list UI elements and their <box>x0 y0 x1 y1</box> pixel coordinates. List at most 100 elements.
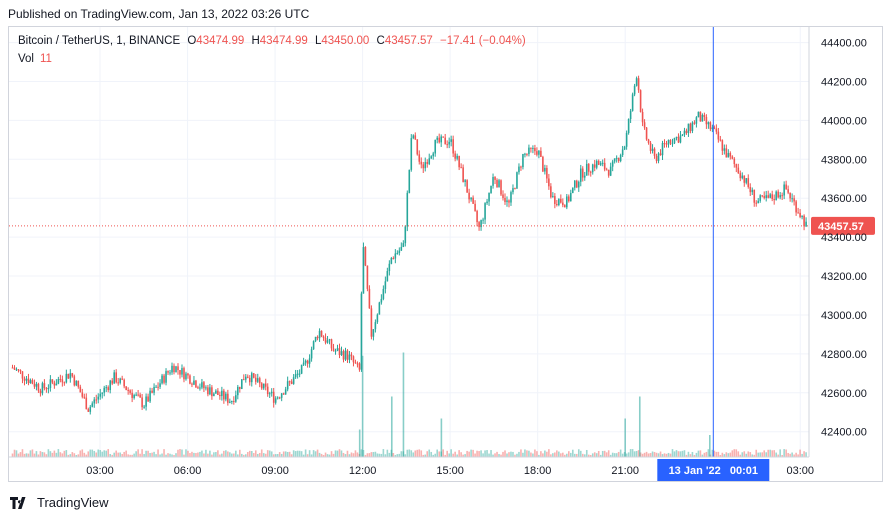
volume-bar <box>701 454 704 457</box>
volume-bar <box>280 453 283 457</box>
volume-bar <box>651 451 654 457</box>
volume-bar <box>607 450 610 457</box>
volume-bar <box>346 450 349 457</box>
candle-body <box>470 197 472 200</box>
footer-brand[interactable]: TradingView <box>10 495 109 510</box>
volume-bar <box>418 449 421 457</box>
candle-body <box>735 164 738 168</box>
candle-body <box>231 401 233 403</box>
volume-bar <box>171 454 173 457</box>
candle-body <box>330 339 333 349</box>
y-tick-label: 43200.00 <box>821 271 867 283</box>
candle-body <box>440 136 442 143</box>
volume-bar <box>350 452 353 457</box>
candle-body <box>37 383 40 391</box>
volume-bar <box>528 450 530 457</box>
volume-bar <box>354 450 357 457</box>
crosshair-date-tag <box>657 459 770 481</box>
volume-bar <box>135 451 137 457</box>
candle-body <box>107 387 110 391</box>
volume-bar <box>71 452 74 457</box>
candle-body <box>266 386 269 395</box>
volume-bar <box>629 449 632 457</box>
candle-body <box>250 373 253 383</box>
candle-body <box>639 90 642 112</box>
volume-bar <box>538 454 540 457</box>
candle-body <box>396 252 399 254</box>
volume-bar <box>498 454 500 457</box>
candle-body <box>532 147 534 149</box>
volume-bar <box>352 453 355 457</box>
volume-bar <box>175 453 177 457</box>
volume-bar <box>504 450 506 457</box>
volume-bar <box>466 450 468 457</box>
volume-bar <box>615 453 618 457</box>
candle-body <box>432 153 435 157</box>
volume-bar <box>328 454 331 457</box>
volume-bar <box>717 451 720 457</box>
price-chart[interactable]: 43457.57 13 Jan '22 00:01 42400.00 42600.0… <box>9 27 882 481</box>
candle-body <box>522 153 524 168</box>
volume-bar <box>63 450 66 457</box>
volume-bar <box>195 453 197 457</box>
candle-body <box>121 378 123 380</box>
volume-bar <box>304 449 307 457</box>
volume-bar <box>685 454 688 457</box>
candle-body <box>390 258 393 264</box>
volume-bar <box>631 449 634 457</box>
volume-bar <box>306 454 309 457</box>
candle-body <box>635 78 638 86</box>
volume-bar <box>237 454 239 457</box>
candle-body <box>412 135 415 139</box>
candle-body <box>747 178 750 187</box>
volume-bar <box>199 451 201 457</box>
candle-body <box>123 379 125 387</box>
candle-body <box>89 406 92 412</box>
candle-body <box>659 153 662 156</box>
volume-bar <box>338 449 341 457</box>
volume-bar <box>777 454 779 457</box>
volume-bar <box>318 452 321 457</box>
candle-body <box>300 364 303 374</box>
volume-bar <box>472 449 474 457</box>
volume-bar <box>683 450 686 457</box>
volume-bar <box>65 450 68 457</box>
candle-body <box>709 122 712 130</box>
candle-body <box>264 383 267 387</box>
candle-body <box>358 363 361 370</box>
x-tick-label: 09:00 <box>261 465 289 477</box>
candle-body <box>135 394 137 396</box>
volume-bar <box>458 450 460 457</box>
volume-spike <box>358 429 361 457</box>
candle-body <box>468 192 470 200</box>
candle-body <box>139 394 141 398</box>
candle-body <box>524 153 526 155</box>
candle-body <box>514 188 516 190</box>
candle-body <box>765 195 768 198</box>
candle-body <box>41 383 44 394</box>
volume-bar <box>751 454 754 457</box>
candle-body <box>191 383 193 385</box>
candle-body <box>356 363 359 365</box>
volume-bar <box>131 454 133 457</box>
candle-body <box>641 111 644 123</box>
candle-body <box>667 139 670 145</box>
candle-body <box>288 381 291 383</box>
volume-bar <box>95 452 98 457</box>
volume-bar <box>797 454 799 457</box>
volume-bar <box>316 449 319 457</box>
candle-body <box>546 167 548 179</box>
candle-body <box>239 386 241 389</box>
volume-bar <box>262 453 265 457</box>
volume-bar <box>89 449 92 457</box>
candle-body <box>99 393 102 397</box>
volume-bar <box>635 450 638 457</box>
candle-body <box>783 184 785 196</box>
x-tick-label: 03:00 <box>786 465 814 477</box>
volume-bar <box>286 451 289 457</box>
candle-body <box>199 387 201 389</box>
volume-bar <box>805 452 807 457</box>
volume-bar <box>745 453 748 457</box>
candle-body <box>29 380 32 384</box>
volume-bar <box>468 451 470 457</box>
